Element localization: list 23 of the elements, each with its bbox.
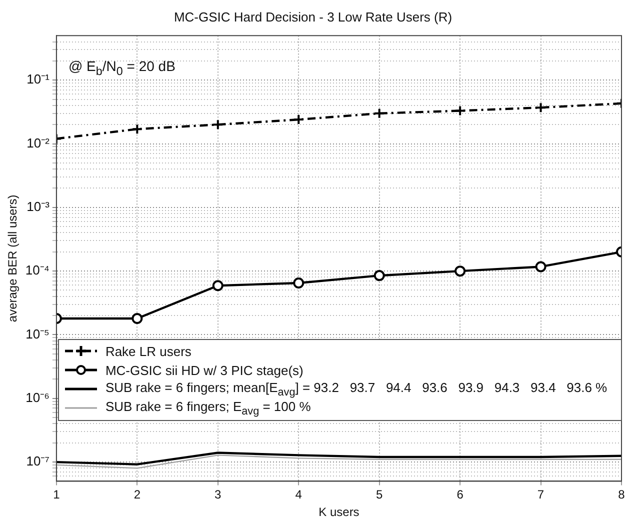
x-tick-label: 3 bbox=[214, 488, 222, 502]
chart-title: MC-GSIC Hard Decision - 3 Low Rate Users (R) bbox=[174, 9, 452, 24]
y-axis-title: average BER (all users) bbox=[6, 194, 20, 322]
x-axis-title: K users bbox=[318, 505, 360, 520]
y-tick-label: 10⁻⁵ bbox=[26, 326, 50, 342]
legend-label: Rake LR users bbox=[105, 344, 192, 359]
y-tick-label: 10⁻⁷ bbox=[26, 454, 50, 469]
x-tick-label: 8 bbox=[618, 488, 626, 502]
legend-label: SUB rake = 6 fingers; E$_{avg}$ = 100 % bbox=[105, 398, 311, 418]
legend-label: SUB rake = 6 fingers; mean[E$_{avg}$] = 93.2 93.7 94.4 93.6 93.9 94.3 93.4 93.6 % bbox=[105, 380, 608, 398]
x-tick-label: 5 bbox=[376, 488, 383, 502]
y-tick-label: 10⁻³ bbox=[26, 198, 50, 214]
x-tick-label: 2 bbox=[134, 488, 141, 502]
y-tick-label: 10⁻⁶ bbox=[26, 390, 50, 405]
x-tick-label: 6 bbox=[456, 488, 464, 502]
annotation: @ E$_{b}$/N$_{0}$ = 20 dB bbox=[68, 58, 176, 78]
y-tick-label: 10⁻¹ bbox=[26, 72, 50, 87]
legend-label: MC-GSIC sii HD w/ 3 PIC stage(s) bbox=[105, 362, 304, 378]
x-tick-label: 1 bbox=[53, 488, 60, 502]
y-tick-label: 10⁻⁴ bbox=[25, 262, 50, 278]
x-tick-label: 4 bbox=[295, 488, 302, 502]
y-tick-label: 10⁻² bbox=[26, 135, 50, 150]
x-tick-label: 7 bbox=[537, 488, 544, 502]
